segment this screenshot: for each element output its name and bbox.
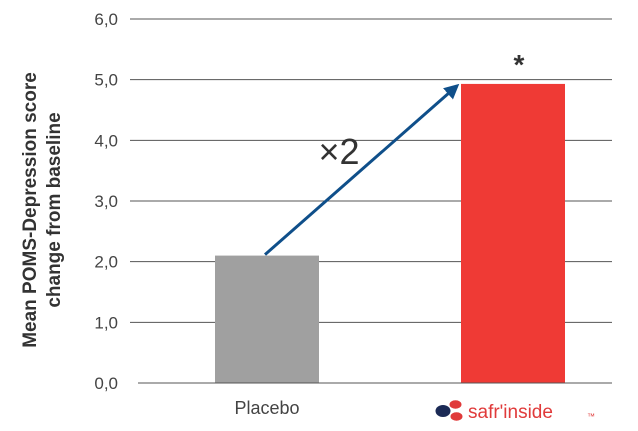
y-axis-label-line-2: change from baseline xyxy=(44,112,65,307)
bar-placebo xyxy=(215,255,319,383)
increase-arrow xyxy=(264,83,460,256)
y-tick-label: 5,0 xyxy=(94,71,118,90)
significance-asterisk: * xyxy=(514,49,525,80)
ratio-annotation: ×2 xyxy=(318,131,359,172)
category-label-placebo: Placebo xyxy=(234,398,299,418)
y-tick-label: 4,0 xyxy=(94,131,118,150)
bars xyxy=(215,83,565,383)
y-tick-label: 3,0 xyxy=(94,192,118,211)
y-tick-label: 0,0 xyxy=(94,374,118,393)
y-tick-label: 6,0 xyxy=(94,10,118,29)
y-axis-ticks: 0,0 1,0 2,0 3,0 4,0 5,0 6,0 xyxy=(94,10,118,393)
y-axis-label-line-1: Mean POMS-Depression score xyxy=(20,72,41,348)
y-tick-label: 2,0 xyxy=(94,253,118,272)
bar-safrinside xyxy=(461,83,565,383)
brand-name: safr'inside xyxy=(468,402,553,423)
brand-logo: safr'inside ™ xyxy=(435,400,595,423)
brand-trademark: ™ xyxy=(587,412,595,421)
brand-drops-icon xyxy=(435,400,463,421)
y-tick-label: 1,0 xyxy=(94,313,118,332)
